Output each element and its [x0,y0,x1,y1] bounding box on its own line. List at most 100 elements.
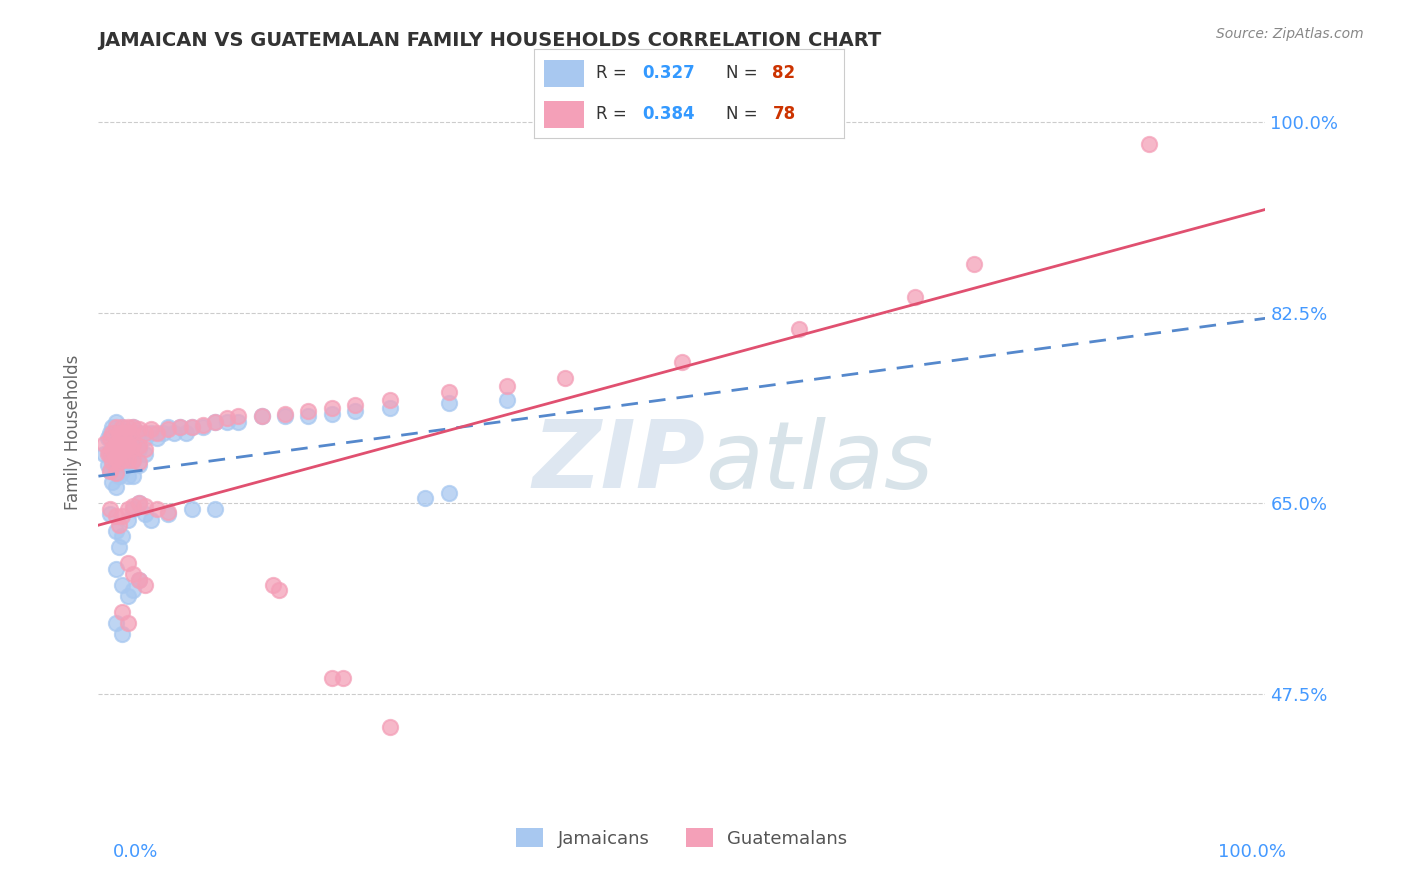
Point [157,422,180,436]
Point [117,453,139,467]
Point [93,436,115,450]
Point [112,425,135,440]
Point [97,458,120,473]
Point [134,508,156,522]
Point [321,671,343,685]
Text: R =: R = [596,105,633,123]
Point [111,447,134,461]
Point [104,466,127,480]
Point [111,453,134,467]
Point [122,436,145,450]
Point [122,469,145,483]
Text: atlas: atlas [706,417,934,508]
Point [344,404,367,418]
Point [174,425,197,440]
Point [111,420,134,434]
Point [104,447,127,461]
Point [122,583,145,598]
Point [104,509,127,524]
Text: N =: N = [725,64,763,82]
Point [108,453,131,467]
Point [117,556,139,570]
Point [904,289,927,303]
Point [180,420,202,434]
Point [104,436,127,450]
Point [108,455,131,469]
Point [204,415,226,429]
Bar [544,101,583,128]
Point [111,420,134,434]
Point [93,447,115,461]
Point [380,392,402,407]
Point [128,573,150,587]
Point [152,425,174,440]
Point [108,442,131,456]
Point [380,720,402,734]
Point [112,458,135,473]
Point [134,578,156,592]
Legend: Jamaicans, Guatemalans: Jamaicans, Guatemalans [508,819,856,856]
Point [117,453,139,467]
Point [101,442,124,456]
Point [98,431,121,445]
Text: ZIP: ZIP [533,417,706,508]
Point [122,501,145,516]
Point [128,496,150,510]
Point [122,453,145,467]
Point [215,415,238,429]
Point [128,458,150,473]
Point [122,420,145,434]
Point [128,425,150,440]
Point [332,671,354,685]
Point [120,431,142,445]
Point [128,422,150,436]
Point [98,508,121,522]
Point [496,392,519,407]
Point [169,420,191,434]
Point [98,464,121,478]
Point [274,409,297,424]
Point [97,431,120,445]
Point [437,385,460,400]
Point [101,442,124,456]
Point [134,499,156,513]
Point [101,455,124,469]
Text: 0.0%: 0.0% [112,843,157,861]
Point [120,447,142,461]
Point [120,442,142,456]
Point [139,513,162,527]
Point [122,420,145,434]
Point [163,425,186,440]
Point [321,401,343,415]
Point [98,464,121,478]
Point [108,425,131,440]
Point [134,447,156,461]
Point [104,420,127,434]
Point [122,499,145,513]
Point [97,447,120,461]
Point [228,409,250,424]
Point [111,509,134,524]
Text: R =: R = [596,64,633,82]
Point [117,420,139,434]
Point [104,415,127,429]
Point [101,458,124,473]
Point [111,436,134,450]
Point [496,379,519,393]
Point [117,442,139,456]
Point [157,420,180,434]
Point [120,425,142,440]
Point [274,407,297,421]
Point [180,420,202,434]
Point [117,469,139,483]
Point [111,578,134,592]
Point [117,425,139,440]
Point [104,616,127,631]
Point [111,627,134,641]
Point [134,442,156,456]
Text: 0.327: 0.327 [643,64,696,82]
Point [193,420,215,434]
Point [101,475,124,489]
Point [104,436,127,450]
Point [228,415,250,429]
